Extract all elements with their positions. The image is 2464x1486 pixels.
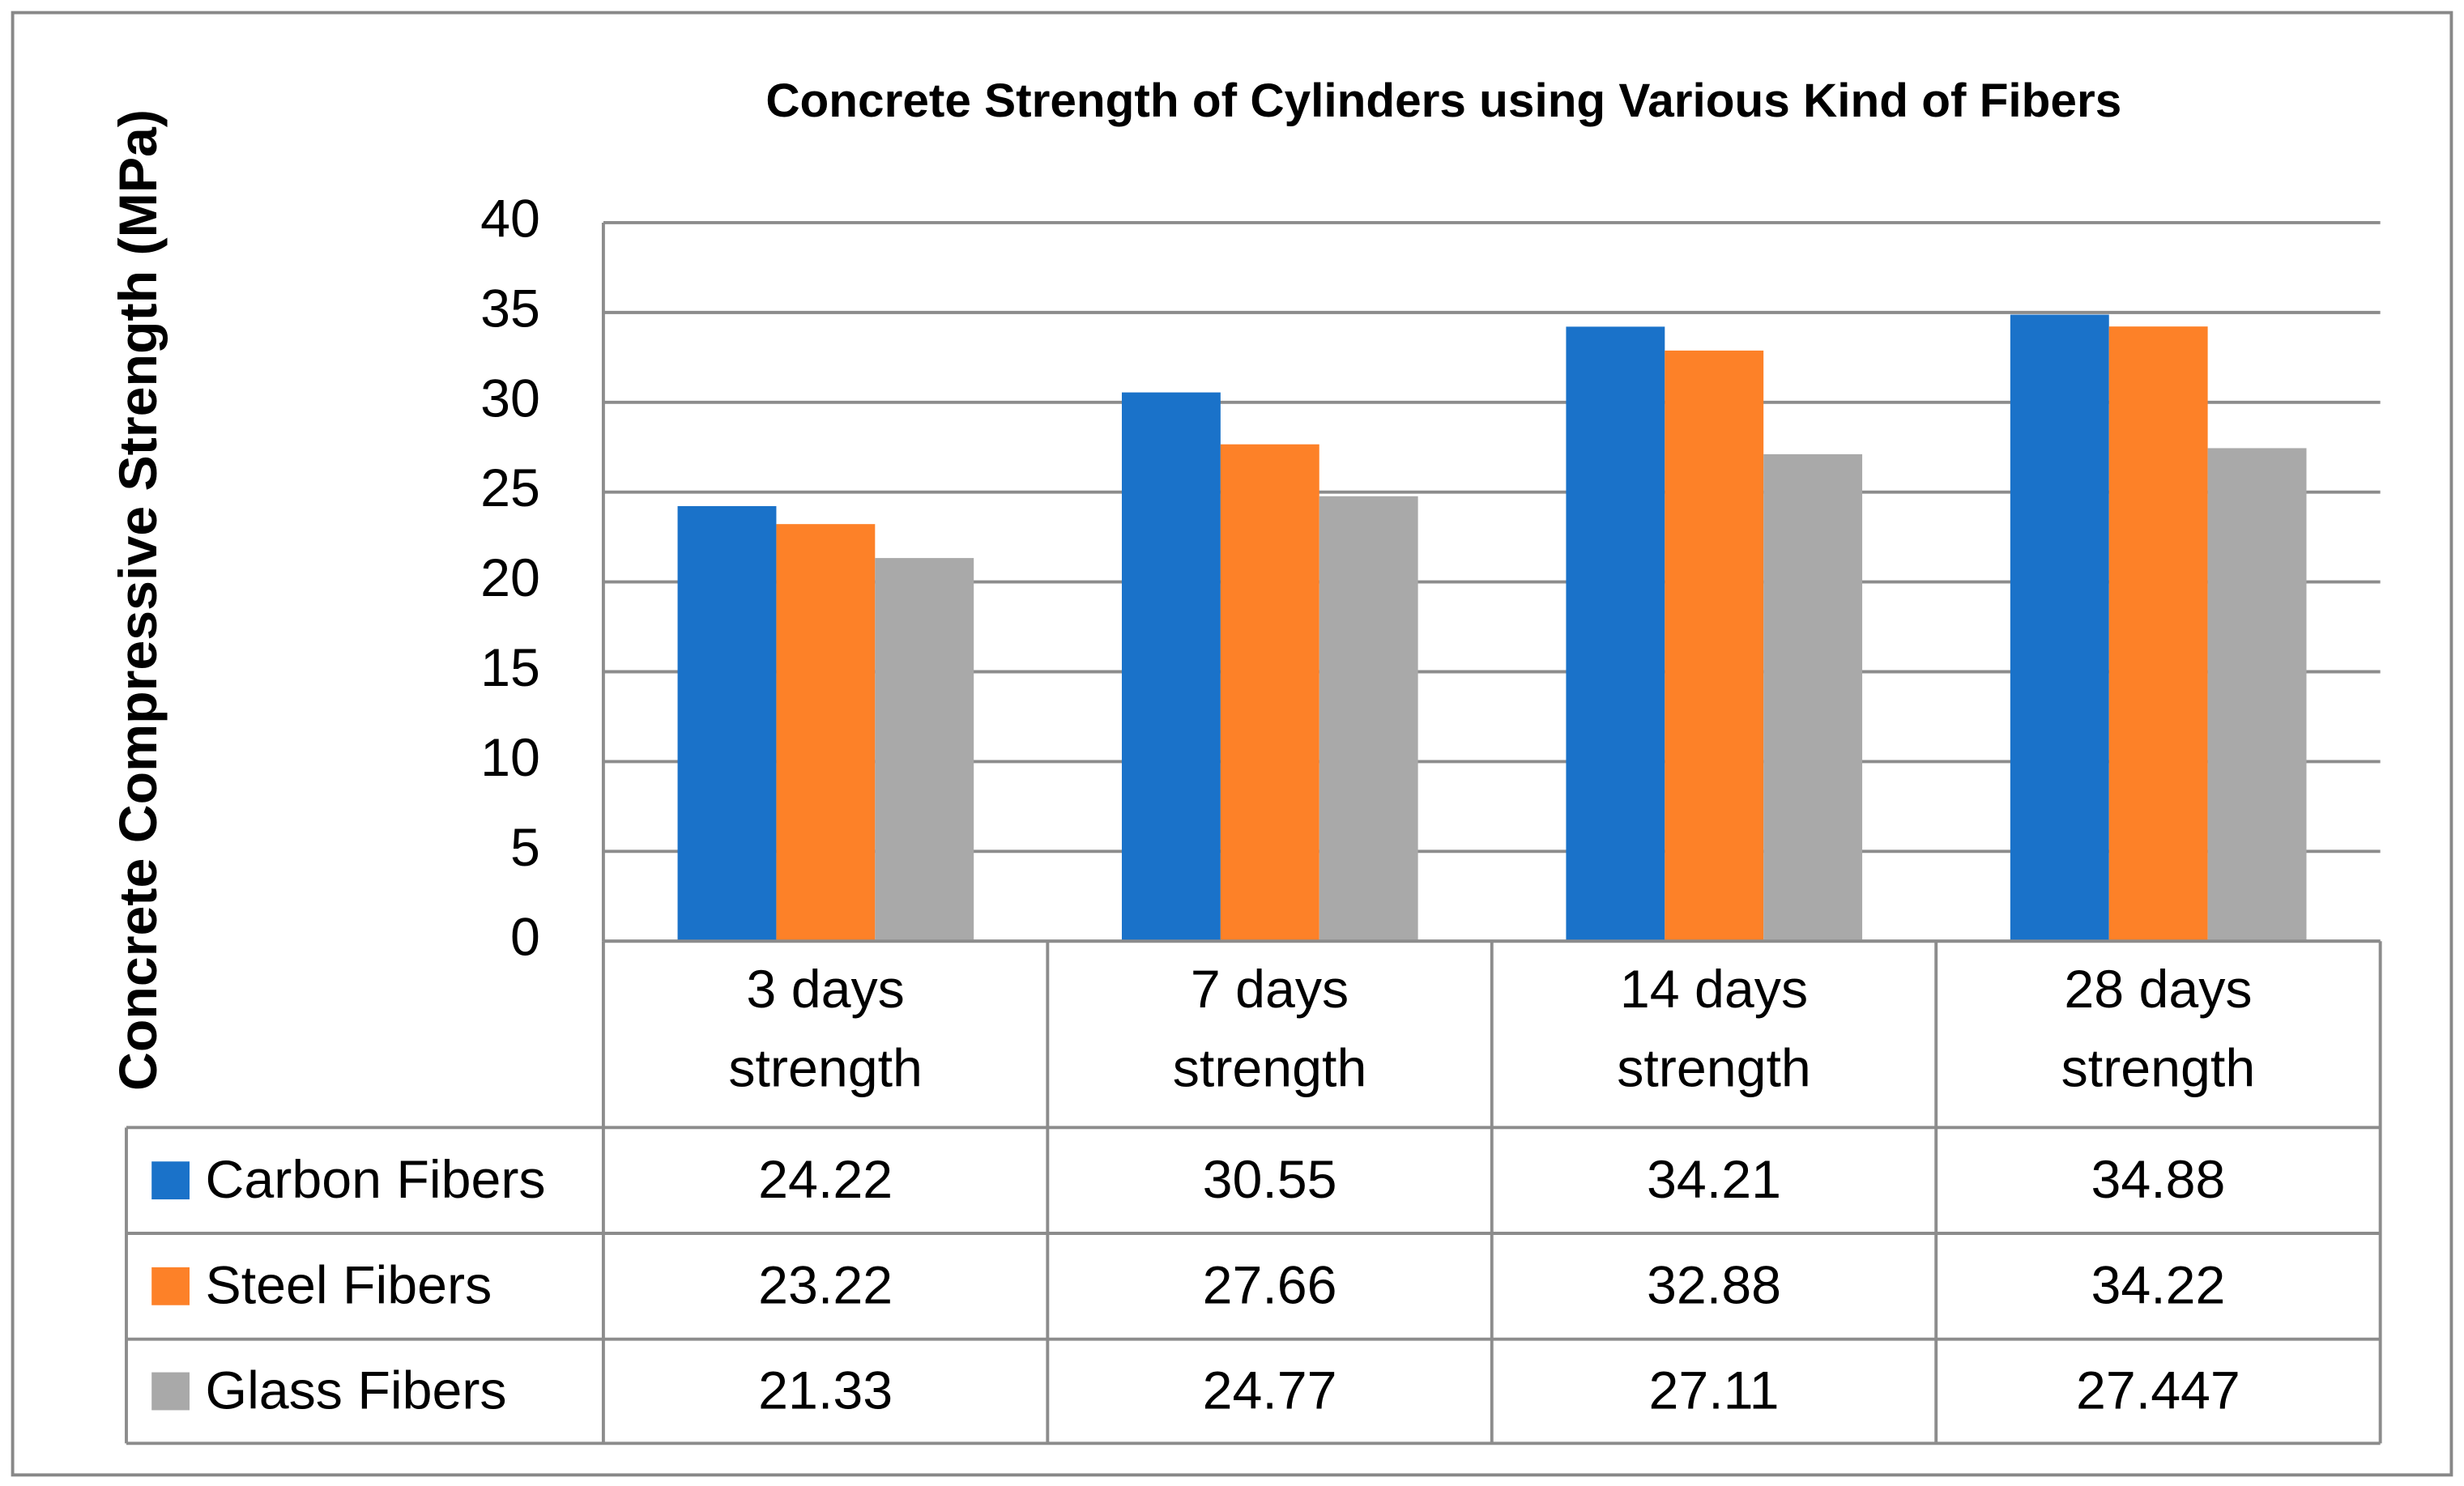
y-tick-label: 10 [480, 728, 540, 788]
y-tick-label: 30 [480, 368, 540, 428]
legend-label: Glass Fibers [206, 1360, 507, 1420]
x-tick-label: 14 days strength [1617, 960, 1811, 1100]
y-tick-label: 20 [480, 548, 540, 608]
y-tick-label: 40 [480, 189, 540, 249]
bar [776, 524, 876, 942]
legend-swatch [151, 1267, 190, 1305]
table-value: 24.22 [758, 1150, 893, 1210]
category-cell: 28 days strength [2061, 960, 2256, 1100]
legend-swatch [151, 1161, 190, 1200]
bar [1319, 496, 1418, 942]
legend-swatch [151, 1372, 190, 1411]
bar [875, 558, 974, 942]
y-tick-label: 25 [480, 458, 540, 518]
bar [1566, 326, 1665, 942]
category-cell: 14 days strength [1617, 960, 1811, 1100]
y-axis-label: Concrete Compressive Strength (MPa) [109, 109, 168, 1091]
table-value: 34.21 [1647, 1150, 1781, 1210]
x-tick-label: 28 days strength [2061, 960, 2256, 1100]
bar [1220, 444, 1319, 942]
bar [1763, 453, 1863, 942]
table-value: 34.22 [2091, 1256, 2225, 1316]
table-value: 32.88 [1647, 1256, 1781, 1316]
x-tick-label: 7 days strength [1172, 960, 1367, 1100]
legend-label: Carbon Fibers [206, 1150, 546, 1210]
bar [1665, 350, 1764, 942]
y-tick-label: 15 [480, 638, 540, 698]
bar [2010, 314, 2109, 942]
table-value: 24.77 [1203, 1360, 1337, 1420]
table-value: 27.11 [1649, 1360, 1780, 1420]
bar [1121, 392, 1221, 942]
y-tick-label: 35 [480, 279, 540, 339]
y-tick-label: 5 [510, 818, 540, 878]
y-tick-label: 0 [510, 908, 540, 968]
table-value: 30.55 [1203, 1150, 1337, 1210]
table-value: 27.66 [1203, 1256, 1337, 1316]
category-cell: 7 days strength [1172, 960, 1367, 1100]
bar [2207, 448, 2307, 942]
table-value: 27.447 [2076, 1360, 2240, 1420]
table-value: 23.22 [758, 1256, 893, 1316]
bar [2108, 326, 2208, 942]
chart-title: Concrete Strength of Cylinders using Var… [765, 75, 2121, 127]
legend-label: Steel Fibers [206, 1256, 492, 1316]
table-value: 21.33 [758, 1360, 893, 1420]
bar [677, 505, 777, 942]
table-value: 34.88 [2091, 1150, 2225, 1210]
category-cell: 3 days strength [728, 960, 923, 1100]
x-tick-label: 3 days strength [728, 960, 923, 1100]
